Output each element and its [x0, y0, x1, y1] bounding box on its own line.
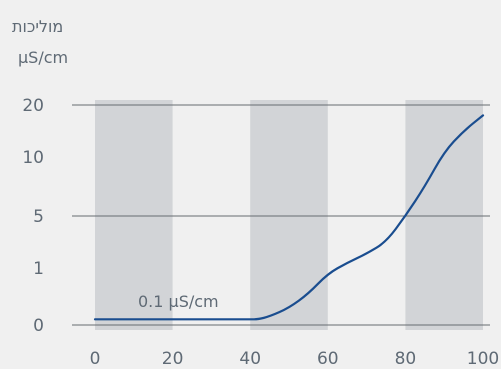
y-tick-labels: 0 1 5 10 20	[22, 96, 44, 336]
y-tick-label: 10	[22, 148, 44, 168]
shaded-bands	[95, 100, 483, 330]
y-tick-label: 20	[22, 96, 44, 116]
x-tick-label: 0	[90, 349, 101, 369]
x-tick-label: 80	[395, 349, 417, 369]
y-axis-title: מוליכות	[12, 17, 63, 36]
y-axis-unit: µS/cm	[18, 48, 68, 67]
x-tick-label: 60	[317, 349, 339, 369]
x-tick-label: 20	[162, 349, 184, 369]
gridlines	[72, 104, 490, 326]
y-tick-label: 5	[33, 207, 44, 227]
shaded-band-2	[405, 100, 483, 330]
series-layer	[93, 114, 485, 321]
shaded-band-1	[250, 100, 328, 330]
baseline-annotation: 0.1 µS/cm	[138, 292, 219, 311]
y-tick-label: 0	[33, 316, 44, 336]
shaded-band-0	[95, 100, 173, 330]
y-tick-label: 1	[33, 259, 44, 279]
series-line-0	[93, 114, 485, 321]
x-tick-label: 100	[467, 349, 499, 369]
x-tick-labels: 0 20 40 60 80 100	[90, 349, 500, 369]
x-tick-label: 40	[239, 349, 261, 369]
